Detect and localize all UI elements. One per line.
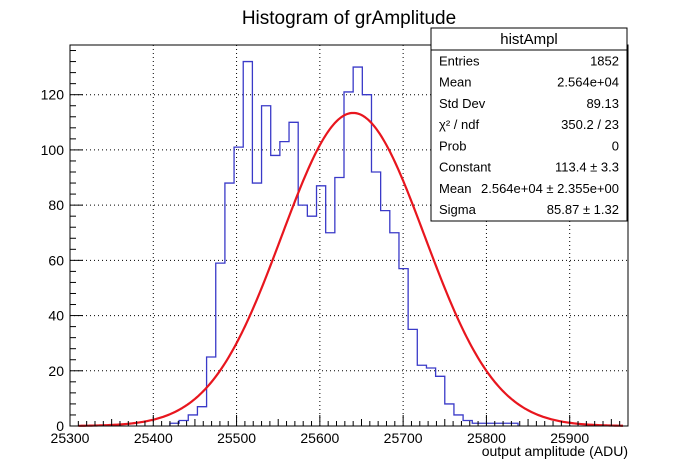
stats-row-value: 2.564e+04 ± 2.355e+00 (481, 181, 619, 196)
y-tick-label: 100 (41, 142, 65, 158)
stats-row-value: 2.564e+04 (557, 75, 619, 90)
stats-row-label: Mean (439, 181, 472, 196)
stats-row-value: 85.87 ± 1.32 (547, 202, 619, 217)
axes: 25300 25400 25500 25600 25700 25800 25900 0 20 40… (41, 50, 629, 446)
stats-row-label: Sigma (439, 202, 477, 217)
y-tick-label: 80 (48, 197, 64, 213)
x-tick-label: 25500 (217, 430, 256, 446)
stats-row-label: Prob (439, 138, 466, 153)
stats-row-label: Entries (439, 53, 480, 68)
stats-row-label: Std Dev (439, 96, 486, 111)
stats-row-value: 1852 (590, 53, 619, 68)
chart-title: Histogram of grAmplitude (242, 8, 456, 29)
stats-row-value: 350.2 / 23 (561, 117, 619, 132)
stats-box-title: histAmpl (500, 31, 558, 48)
histogram-steps (169, 60, 519, 426)
y-tick-label: 120 (41, 87, 65, 103)
x-axis-title: output amplitude (ADU) (482, 443, 628, 459)
x-tick-label: 25700 (384, 430, 423, 446)
x-tick-label: 25300 (51, 430, 90, 446)
stats-row-label: Constant (439, 160, 491, 175)
x-tick-label: 25900 (550, 430, 589, 446)
stats-row-label: χ² / ndf (439, 117, 479, 132)
x-tick-label: 25400 (134, 430, 173, 446)
plot-frame (69, 44, 629, 427)
stats-row-value: 113.4 ± 3.3 (555, 160, 619, 175)
stats-row-label: Mean (439, 75, 472, 90)
plot-series (78, 60, 624, 427)
stats-row-value: 0 (612, 138, 619, 153)
gaussian-fit-curve (78, 111, 624, 427)
x-tick-label: 25800 (467, 430, 506, 446)
stats-box-frame (430, 27, 628, 222)
y-tick-label: 0 (56, 418, 64, 434)
y-tick-label: 60 (48, 252, 64, 268)
stats-box: histAmpl Entries 1852 Mean 2.564e+04 Std Dev 8… (430, 27, 628, 222)
x-tick-label: 25600 (300, 430, 339, 446)
stats-row-value: 89.13 (586, 96, 619, 111)
y-tick-label: 40 (48, 308, 64, 324)
y-tick-label: 20 (48, 363, 64, 379)
